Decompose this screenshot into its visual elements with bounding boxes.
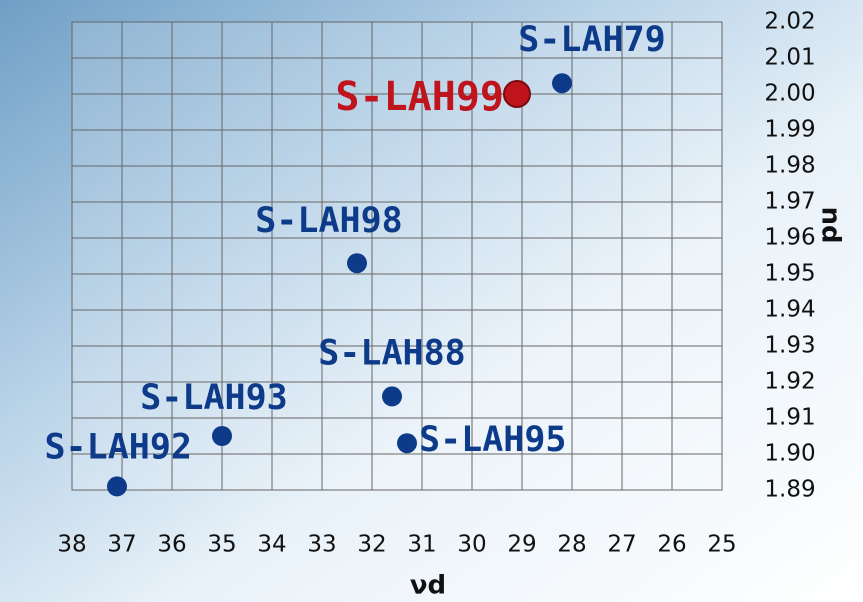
x-tick-label: 25 xyxy=(707,532,736,558)
y-tick-label: 1.97 xyxy=(764,189,815,215)
y-tick-label: 1.89 xyxy=(764,477,815,503)
y-tick-label: 1.98 xyxy=(764,153,815,179)
x-tick-label: 28 xyxy=(557,532,586,558)
page: {"chart_data": {"type": "scatter", "xlab… xyxy=(0,0,863,602)
y-tick-label: 1.92 xyxy=(764,369,815,395)
point-label: S-LAH79 xyxy=(518,20,666,60)
x-tick-label: 38 xyxy=(57,532,86,558)
x-tick-label: 37 xyxy=(107,532,136,558)
y-tick-label: 2.01 xyxy=(764,45,815,71)
point-label: S-LAH98 xyxy=(255,201,403,241)
x-tick-label: 27 xyxy=(607,532,636,558)
point xyxy=(504,81,530,107)
y-tick-label: 2.02 xyxy=(764,9,815,35)
x-tick-label: 29 xyxy=(507,532,536,558)
point xyxy=(382,386,402,406)
point xyxy=(212,426,232,446)
x-tick-label: 26 xyxy=(657,532,686,558)
point-label: S-LAH99 xyxy=(335,74,504,120)
y-tick-label: 1.93 xyxy=(764,333,815,359)
y-axis-label: nd xyxy=(816,206,846,243)
chart: νd nd 38 37 36 35 34 33 32 31 30 29 28 27 26 25 1.89 1.… xyxy=(0,0,863,602)
y-tick-label: 1.90 xyxy=(764,441,815,467)
x-tick-label: 33 xyxy=(307,532,336,558)
y-tick-label: 1.94 xyxy=(764,297,815,323)
y-tick-label: 1.99 xyxy=(764,117,815,143)
point-label: S-LAH93 xyxy=(140,378,288,418)
point xyxy=(107,476,127,496)
point xyxy=(397,433,417,453)
x-tick-label: 36 xyxy=(157,532,186,558)
x-axis-label: νd xyxy=(410,571,446,601)
point-label: S-LAH88 xyxy=(318,333,466,373)
y-tick-label: 1.91 xyxy=(764,405,815,431)
x-tick-label: 31 xyxy=(407,532,436,558)
point xyxy=(347,253,367,273)
point xyxy=(552,73,572,93)
y-tick-label: 1.95 xyxy=(764,261,815,287)
x-tick-label: 32 xyxy=(357,532,386,558)
x-tick-label: 35 xyxy=(207,532,236,558)
point-label: S-LAH95 xyxy=(419,420,567,460)
y-tick-label: 1.96 xyxy=(764,225,815,251)
x-tick-label: 34 xyxy=(257,532,286,558)
point-label: S-LAH92 xyxy=(44,427,192,467)
y-tick-label: 2.00 xyxy=(764,81,815,107)
x-tick-label: 30 xyxy=(457,532,486,558)
